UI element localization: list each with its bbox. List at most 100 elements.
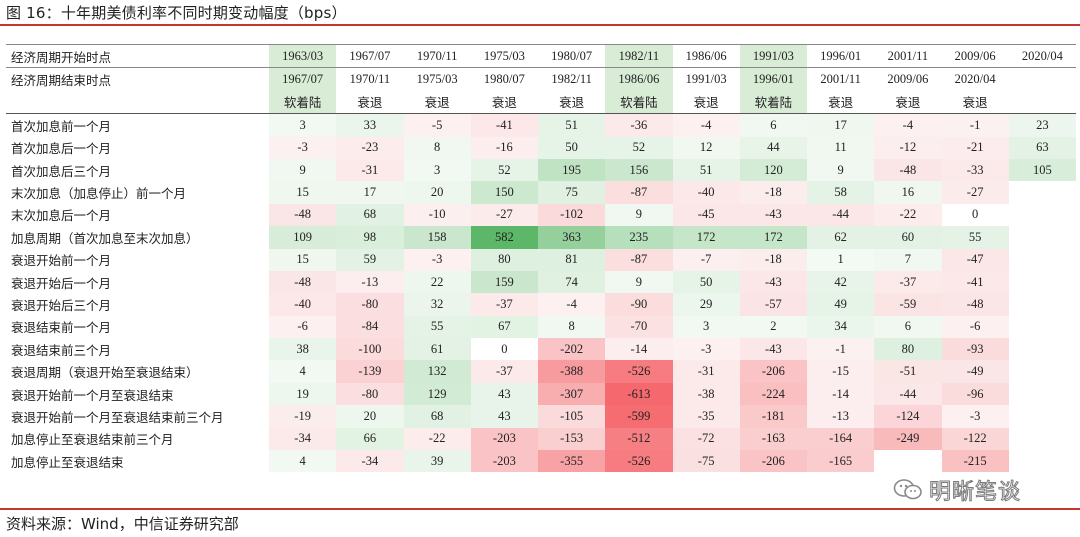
- value-cell: -102: [538, 203, 606, 227]
- value-cell: 39: [403, 450, 471, 473]
- value-cell: -4: [672, 113, 740, 137]
- row-label: 衰退结束前一个月: [11, 320, 112, 336]
- header-row-phase: 软着陆 衰退 衰退 衰退 衰退 软着陆 衰退 软着陆 衰退 衰退 衰退: [6, 90, 1076, 115]
- cycle-end-cell: 2001/11: [807, 67, 875, 91]
- value-cell: -35: [672, 405, 740, 428]
- value-cell: 8: [538, 315, 606, 339]
- data-row: 衰退开始前一个月至衰退结束 19 -80 129 43 -307 -613 -38 -224 -1…: [6, 382, 1076, 406]
- value-cell: -4: [538, 293, 606, 316]
- value-cell: 81: [538, 248, 606, 271]
- value-cell: -3: [403, 248, 471, 271]
- value-cell: -48: [941, 293, 1009, 316]
- header-row-start: 经济周期开始时点 1963/03 1967/07 1970/11 1975/03 1980…: [6, 43, 1076, 68]
- value-cell: -84: [336, 315, 404, 339]
- value-cell: -37: [874, 270, 942, 294]
- row-label: 衰退周期（衰退开始至衰退结束）: [11, 365, 199, 381]
- value-cell: -44: [874, 382, 942, 406]
- value-cell: [1009, 226, 1076, 248]
- value-cell: -215: [941, 450, 1009, 473]
- row-label: 首次加息后三个月: [11, 163, 112, 179]
- data-row: 加息周期（首次加息至末次加息） 109 98 158 582 363 235 172 172 62…: [6, 226, 1076, 249]
- cycle-start-cell: 1991/03: [739, 43, 807, 68]
- cycle-phase-cell: 衰退: [874, 90, 942, 115]
- cycle-phase-cell: 衰退: [470, 90, 538, 115]
- value-cell: 80: [470, 248, 538, 271]
- value-cell: -5: [403, 113, 471, 137]
- value-cell: 9: [269, 158, 337, 182]
- figure-title: 图 16：十年期美债利率不同时期变动幅度（bps）: [6, 4, 347, 22]
- value-cell: 3: [403, 158, 471, 182]
- value-cell: [1009, 249, 1076, 271]
- value-cell: 2: [739, 315, 807, 339]
- value-cell: 62: [807, 226, 875, 249]
- value-cell: 32: [403, 293, 471, 316]
- value-cell: 75: [538, 181, 606, 204]
- data-row: 衰退周期（衰退开始至衰退结束） 4 -139 132 -37 -388 -526 -31 -20…: [6, 360, 1076, 383]
- cycle-phase-cell: 衰退: [807, 90, 875, 115]
- value-cell: 58: [807, 181, 875, 204]
- value-cell: 68: [336, 203, 404, 227]
- data-row: 衰退开始前一个月 15 59 -3 80 81 -87 -7 -18 1 7 -47: [6, 248, 1076, 271]
- value-cell: 15: [269, 181, 337, 204]
- value-cell: 132: [403, 360, 471, 383]
- value-cell: -7: [672, 248, 740, 271]
- row-label: 衰退结束前三个月: [11, 342, 112, 358]
- value-cell: -43: [739, 203, 807, 227]
- value-cell: -12: [874, 136, 942, 159]
- cycle-end-cell: 1996/01: [739, 67, 807, 91]
- cycle-end-cell: 1970/11: [336, 67, 404, 91]
- cycle-end-cell: 1975/03: [403, 67, 471, 91]
- value-cell: 52: [605, 136, 673, 159]
- chat-bubbles-icon: [893, 479, 922, 500]
- value-cell: -10: [403, 203, 471, 227]
- value-cell: 6: [874, 315, 942, 339]
- value-cell: 59: [336, 248, 404, 271]
- value-cell: -87: [605, 181, 673, 204]
- value-cell: 16: [874, 181, 942, 204]
- value-cell: [1009, 204, 1076, 226]
- value-cell: 23: [1008, 113, 1076, 137]
- cycle-end-cell: [1008, 67, 1076, 91]
- value-cell: -153: [538, 427, 606, 451]
- value-cell: -23: [336, 136, 404, 159]
- value-cell: -6: [941, 315, 1009, 339]
- value-cell: 38: [269, 338, 337, 361]
- value-cell: [1009, 271, 1076, 293]
- value-cell: 363: [538, 226, 606, 249]
- value-cell: 74: [538, 270, 606, 294]
- data-row: 衰退开始前一个月至衰退结束前三个月 -19 20 68 43 -105 -599 -35 -18…: [6, 405, 1076, 428]
- value-cell: 105: [1008, 158, 1076, 182]
- value-cell: [1009, 338, 1076, 360]
- cycle-start-cell: 1967/07: [336, 43, 404, 68]
- title-divider: [0, 24, 1080, 26]
- row-label-empty: [6, 90, 269, 115]
- value-cell: 9: [605, 270, 673, 294]
- value-cell: [1009, 383, 1076, 405]
- value-cell: 1: [807, 248, 875, 271]
- value-cell: -37: [470, 360, 538, 383]
- value-cell: 20: [403, 181, 471, 204]
- value-cell: 80: [874, 338, 942, 361]
- value-cell: -13: [807, 405, 875, 428]
- value-cell: 6: [739, 113, 807, 137]
- value-cell: -3: [269, 136, 337, 159]
- value-cell: -47: [941, 248, 1009, 271]
- value-cell: -49: [941, 360, 1009, 383]
- data-row: 衰退开始后一个月 -48 -13 22 159 74 9 50 -43 42 -37 -41: [6, 270, 1076, 294]
- value-cell: -43: [739, 270, 807, 294]
- value-cell: 195: [538, 158, 606, 182]
- value-cell: -44: [807, 203, 875, 227]
- value-cell: -72: [672, 427, 740, 451]
- value-cell: 3: [269, 113, 337, 137]
- value-cell: 61: [403, 338, 471, 361]
- value-cell: 3: [672, 315, 740, 339]
- value-cell: 17: [807, 113, 875, 137]
- row-label: 加息停止至衰退结束: [11, 454, 124, 470]
- value-cell: 19: [269, 382, 337, 406]
- value-cell: [1009, 360, 1076, 382]
- value-cell: 22: [403, 270, 471, 294]
- value-cell: -181: [739, 405, 807, 428]
- value-cell: -33: [941, 158, 1009, 182]
- header-row-end: 经济周期结束时点 1967/07 1970/11 1975/03 1980/07 1982…: [6, 67, 1076, 91]
- row-label: 末次加息后一个月: [11, 208, 112, 224]
